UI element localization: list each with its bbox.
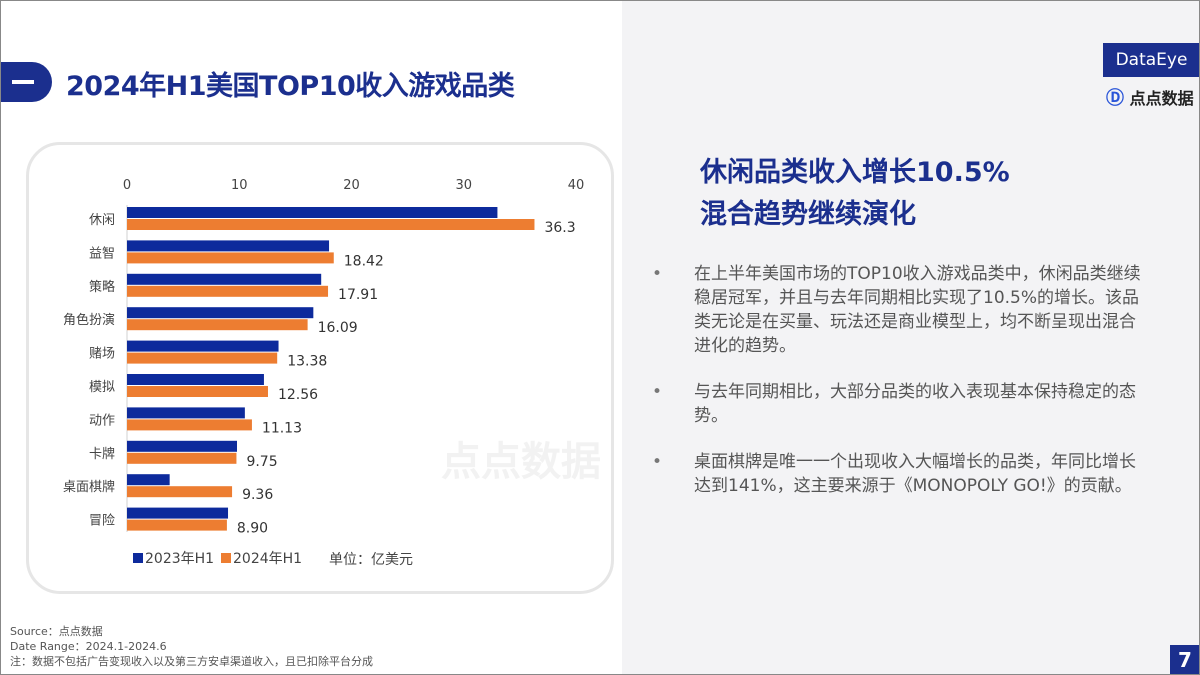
page-title: 2024年H1美国TOP10收入游戏品类 [66, 71, 515, 102]
data-label: 11.13 [262, 420, 302, 436]
source-note: Source：点点数据 [10, 625, 103, 638]
x-tick-label: 0 [123, 178, 131, 193]
bar-2024 [127, 419, 252, 431]
bullet-item: • 在上半年美国市场的TOP10收入游戏品类中，休闲品类继续稳居冠军，并且与去年同… [652, 264, 1141, 356]
chart-card: 点点数据 0 10 20 30 40 休闲 36.3 益智 18.42 策略 17.91 角色扮演 16.… [26, 142, 614, 594]
diandian-logo: Ⓓ 点点数据 [1106, 88, 1194, 109]
category-label: 休闲 [89, 213, 115, 228]
bar-2024 [127, 252, 334, 264]
page-number: 7 [1170, 645, 1200, 675]
bar-2024 [127, 285, 329, 297]
category-label: 动作 [89, 413, 115, 428]
category-label: 益智 [89, 246, 115, 261]
x-tick-label: 40 [568, 178, 585, 193]
bar-2023 [127, 407, 245, 419]
logo-d-icon: Ⓓ [1106, 88, 1124, 109]
category-label: 卡牌 [89, 446, 115, 462]
x-tick-label: 30 [455, 178, 472, 193]
bar-2023 [127, 440, 238, 452]
data-label: 16.09 [318, 320, 358, 336]
category-label: 模拟 [89, 380, 115, 395]
right-panel [622, 0, 1200, 675]
data-label: 9.36 [242, 487, 273, 503]
insight-bullets: • 在上半年美国市场的TOP10收入游戏品类中，休闲品类继续稳居冠军，并且与去年同… [652, 262, 1152, 520]
bar-2023 [127, 307, 314, 319]
bar-2023 [127, 340, 279, 352]
bar-2024 [127, 486, 233, 498]
legend-label: 2024年H1 [233, 551, 302, 567]
dataeye-logo: DataEye [1103, 43, 1200, 77]
bar-2024 [127, 519, 227, 531]
title-marker [0, 62, 52, 102]
bar-2024 [127, 452, 237, 464]
headline-line-2: 混合趋势继续演化 [700, 199, 916, 230]
data-label: 8.90 [237, 521, 268, 537]
legend-swatch [221, 553, 231, 563]
data-label: 13.38 [287, 354, 327, 370]
category-label: 角色扮演 [63, 312, 115, 328]
bar-2023 [127, 240, 330, 252]
unit-note: 单位：亿美元 [329, 552, 413, 568]
bar-2024 [127, 219, 535, 230]
bar-2024 [127, 352, 278, 364]
bar-2024 [127, 386, 268, 397]
data-label: 12.56 [278, 387, 318, 403]
bar-2023 [127, 273, 322, 285]
category-label: 冒险 [89, 514, 115, 529]
x-tick-label: 20 [343, 178, 360, 193]
legend-swatch [133, 553, 143, 563]
disclaimer-note: 注：数据不包括广告变现收入以及第三方安卓渠道收入，且已扣除平台分成 [10, 655, 373, 668]
insight-headline: 休闲品类收入增长10.5% 混合趋势继续演化 [700, 152, 1010, 236]
bar-2023 [127, 507, 229, 519]
category-label: 桌面棋牌 [63, 479, 115, 495]
data-label: 36.3 [544, 220, 575, 236]
bullet-item: • 与去年同期相比，大部分品类的收入表现基本保持稳定的态势。 [652, 382, 1136, 426]
category-label: 赌场 [89, 347, 115, 362]
data-label: 9.75 [246, 454, 277, 470]
bar-2023 [127, 474, 170, 486]
bar-2023 [127, 374, 264, 385]
bar-chart: 点点数据 0 10 20 30 40 休闲 36.3 益智 18.42 策略 17.91 角色扮演 16.… [63, 178, 601, 568]
bar-2023 [127, 207, 498, 218]
data-label: 18.42 [344, 253, 384, 269]
x-tick-label: 10 [231, 178, 248, 193]
footer-notes: Source：点点数据 Date Range：2024.1-2024.6 注：数… [10, 624, 373, 669]
date-range-note: Date Range：2024.1-2024.6 [10, 640, 167, 653]
headline-line-1: 休闲品类收入增长10.5% [700, 157, 1010, 188]
bar-2024 [127, 319, 308, 331]
data-label: 17.91 [338, 287, 378, 303]
bullet-item: • 桌面棋牌是唯一一个出现收入大幅增长的品类，年同比增长达到141%，这主要来源于… [652, 452, 1136, 496]
legend-label: 2023年H1 [145, 551, 214, 567]
watermark: 点点数据 [441, 439, 601, 485]
category-label: 策略 [89, 279, 115, 295]
